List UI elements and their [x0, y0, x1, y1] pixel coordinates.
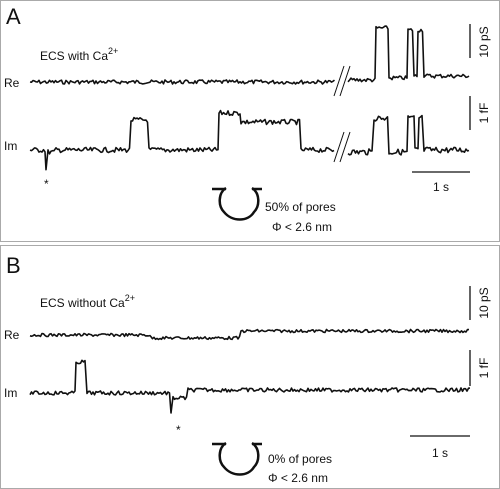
trace [29, 79, 335, 85]
pore-size: Φ < 2.6 nm [272, 220, 332, 234]
panel-label: B [6, 253, 21, 278]
trace [347, 114, 470, 156]
break [333, 131, 351, 163]
pore-fraction: 0% of pores [268, 452, 332, 466]
superscript: 2+ [125, 293, 135, 303]
trace-label: Im [4, 386, 17, 400]
trace [29, 359, 471, 414]
trace-label: Re [4, 328, 20, 342]
pore-icon [218, 186, 260, 221]
scale-label: 1 fF [477, 103, 491, 124]
trace-label: Re [4, 76, 20, 90]
pore-size: Φ < 2.6 nm [268, 471, 328, 485]
trace [29, 328, 469, 341]
scale-label: 1 fF [477, 358, 491, 379]
marker: * [44, 177, 49, 191]
condition: ECS without Ca2+ [40, 293, 135, 310]
pore-icon [218, 441, 260, 476]
condition-text: ECS without Ca [40, 296, 125, 310]
scale-label: 1 s [432, 446, 448, 460]
trace-label: Im [4, 139, 17, 153]
superscript: 2+ [108, 46, 118, 56]
scale-label: 10 pS [477, 287, 491, 318]
trace [347, 25, 470, 83]
scale-label: 1 s [433, 180, 449, 194]
trace [29, 109, 335, 171]
condition: ECS with Ca2+ [40, 46, 118, 63]
condition-text: ECS with Ca [40, 49, 108, 63]
panel-label: A [6, 4, 21, 29]
panel-a-frame [0, 0, 500, 242]
pore-fraction: 50% of pores [265, 200, 336, 214]
marker: * [176, 423, 181, 437]
scale-label: 10 pS [477, 26, 491, 57]
break [333, 65, 351, 97]
